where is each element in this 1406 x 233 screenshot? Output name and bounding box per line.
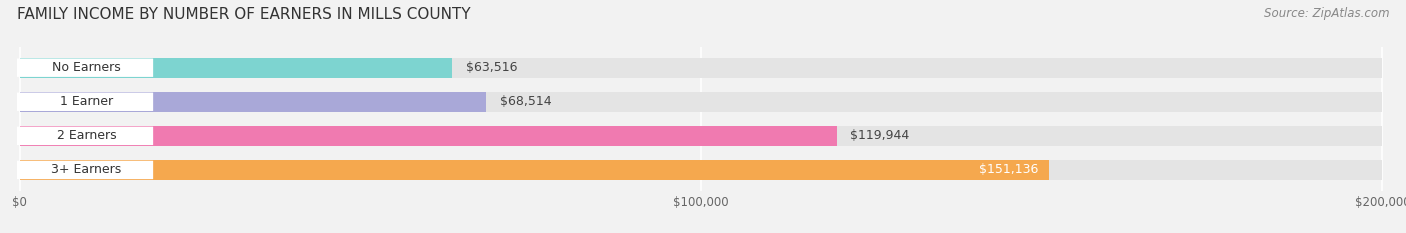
Bar	[20, 92, 1382, 112]
Bar	[20, 92, 486, 112]
Text: 1 Earner: 1 Earner	[60, 95, 112, 108]
Text: Source: ZipAtlas.com: Source: ZipAtlas.com	[1264, 7, 1389, 20]
Text: $68,514: $68,514	[501, 95, 551, 108]
Text: No Earners: No Earners	[52, 61, 121, 74]
Text: $119,944: $119,944	[851, 129, 910, 142]
FancyBboxPatch shape	[14, 161, 153, 179]
Text: $151,136: $151,136	[979, 163, 1039, 176]
FancyBboxPatch shape	[14, 93, 153, 111]
Text: FAMILY INCOME BY NUMBER OF EARNERS IN MILLS COUNTY: FAMILY INCOME BY NUMBER OF EARNERS IN MI…	[17, 7, 471, 22]
Bar	[20, 160, 1049, 180]
FancyBboxPatch shape	[14, 58, 153, 77]
Bar	[20, 58, 453, 78]
FancyBboxPatch shape	[14, 127, 153, 145]
Bar	[20, 58, 1382, 78]
Text: 3+ Earners: 3+ Earners	[51, 163, 121, 176]
Text: $63,516: $63,516	[465, 61, 517, 74]
Text: 2 Earners: 2 Earners	[56, 129, 117, 142]
Bar	[20, 160, 1382, 180]
Bar	[20, 126, 837, 146]
Bar	[20, 126, 1382, 146]
